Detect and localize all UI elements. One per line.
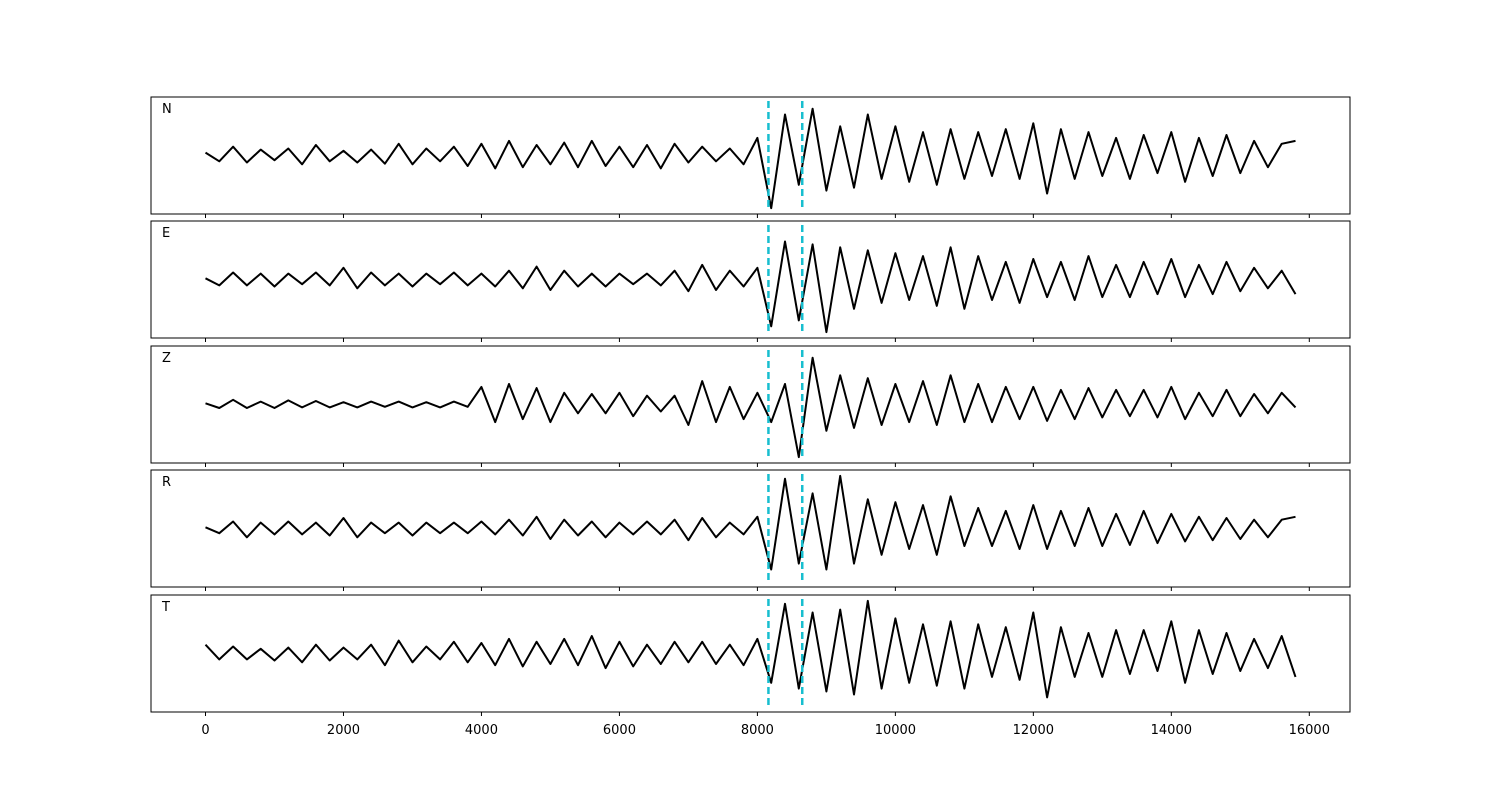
waveform <box>204 107 1296 210</box>
x-tick-label: 2000 <box>327 723 360 738</box>
x-tick-label: 6000 <box>603 723 636 738</box>
waveform <box>205 240 1297 334</box>
axes-frame <box>150 220 1351 339</box>
waveform <box>204 599 1297 699</box>
panel-label: E <box>162 226 170 241</box>
x-tick-label: 8000 <box>741 723 774 738</box>
waveform <box>205 474 1296 571</box>
x-tick-label: 0 <box>201 723 209 738</box>
waveform <box>205 356 1297 459</box>
axes-frame <box>150 96 1351 215</box>
axes-frame <box>150 594 1351 713</box>
x-tick-label: 14000 <box>1151 723 1192 738</box>
panel-label: R <box>162 475 171 490</box>
x-tick-label: 16000 <box>1289 723 1330 738</box>
x-tick-label: 10000 <box>875 723 916 738</box>
x-tick-label: 4000 <box>465 723 498 738</box>
axes-frame <box>150 469 1351 588</box>
panel-label: N <box>162 102 172 117</box>
x-tick-label: 12000 <box>1013 723 1054 738</box>
panel-label: T <box>161 600 170 615</box>
axes-frame <box>150 345 1351 464</box>
panel-label: Z <box>162 351 171 366</box>
